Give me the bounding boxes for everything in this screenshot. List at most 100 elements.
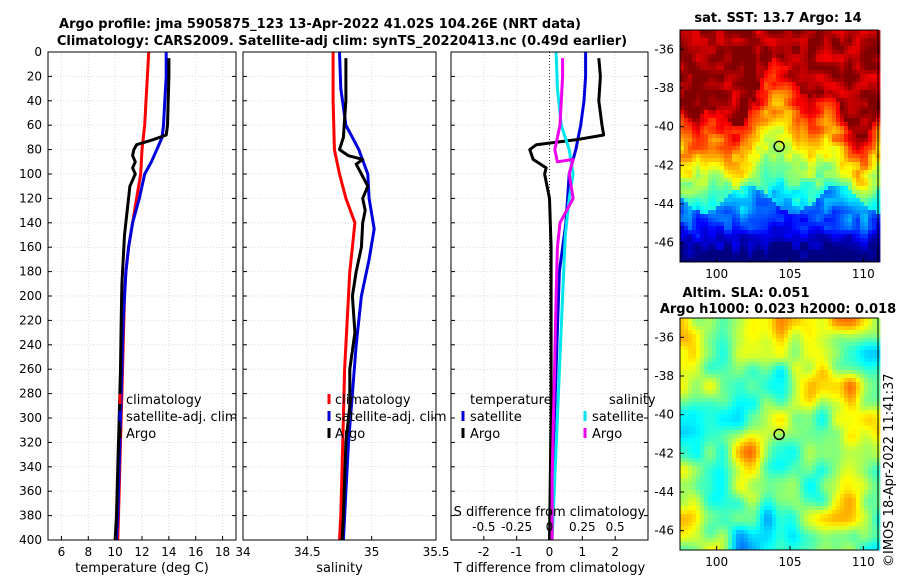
heatmap-cell [756,370,761,375]
series-line-argo [338,58,370,541]
heatmap-cell [680,222,685,227]
heatmap-cell [728,422,733,427]
heatmap-cell [744,346,749,351]
heatmap-cell [868,134,873,139]
heatmap-cell [828,350,833,355]
heatmap-cell [828,114,833,119]
heatmap-cell [736,226,741,231]
heatmap-cell [700,138,705,143]
heatmap-cell [868,246,873,251]
heatmap-cell [744,94,749,99]
series-line-climatology [331,52,357,541]
heatmap-cell [796,230,801,235]
heatmap-cell [688,206,693,211]
heatmap-cell [744,146,749,151]
heatmap-cell [844,362,849,367]
heatmap-cell [692,446,697,451]
heatmap-cell [680,378,685,383]
heatmap-cell [828,94,833,99]
heatmap-cell [760,386,765,391]
heatmap-cell [712,406,717,411]
heatmap-cell [768,30,773,35]
heatmap-cell [836,250,841,255]
heatmap-cell [772,378,777,383]
heatmap-cell [744,382,749,387]
heatmap-cell [692,330,697,335]
heatmap-cell [872,218,877,223]
heatmap-cell [820,130,825,135]
heatmap-cell [736,154,741,159]
heatmap-cell [828,438,833,443]
heatmap-cell [720,350,725,355]
heatmap-cell [716,214,721,219]
heatmap-cell [724,50,729,55]
heatmap-cell [696,370,701,375]
heatmap-cell [732,30,737,35]
heatmap-cell [720,194,725,199]
heatmap-cell [712,326,717,331]
heatmap-cell [700,438,705,443]
heatmap-cell [720,182,725,187]
heatmap-cell [864,218,869,223]
heatmap-cell [696,54,701,59]
heatmap-cell [796,118,801,123]
heatmap-cell [752,62,757,67]
heatmap-cell [848,378,853,383]
heatmap-cell [808,182,813,187]
heatmap-cell [824,386,829,391]
heatmap-cell [716,234,721,239]
heatmap-cell [700,66,705,71]
heatmap-cell [784,318,789,323]
heatmap-cell [708,126,713,131]
heatmap-cell [812,134,817,139]
heatmap-cell [832,198,837,203]
heatmap-cell [744,102,749,107]
heatmap-cell [840,354,845,359]
heatmap-cell [688,434,693,439]
heatmap-cell [724,126,729,131]
heatmap-cell [856,378,861,383]
heatmap-cell [728,394,733,399]
heatmap-cell [820,122,825,127]
heatmap-cell [748,258,753,263]
heatmap-cell [696,414,701,419]
heatmap-cell [844,30,849,35]
heatmap-cell [692,102,697,107]
heatmap-cell [852,94,857,99]
heatmap-cell [796,102,801,107]
heatmap-cell [760,106,765,111]
heatmap-cell [736,162,741,167]
heatmap-cell [792,330,797,335]
heatmap-cell [824,442,829,447]
heatmap-cell [712,402,717,407]
heatmap-cell [680,402,685,407]
heatmap-cell [768,138,773,143]
heatmap-cell [796,30,801,35]
heatmap-cell [736,82,741,87]
heatmap-cell [872,214,877,219]
heatmap-cell [708,122,713,127]
heatmap-cell [872,202,877,207]
heatmap-cell [792,346,797,351]
heatmap-cell [768,206,773,211]
heatmap-cell [856,162,861,167]
heatmap-cell [788,342,793,347]
heatmap-cell [856,258,861,263]
x-tick-label: 0 [546,545,554,559]
heatmap-cell [856,158,861,163]
heatmap-cell [736,202,741,207]
heatmap-cell [712,154,717,159]
heatmap-cell [844,86,849,91]
heatmap-cell [848,134,853,139]
heatmap-cell [680,394,685,399]
heatmap-cell [828,370,833,375]
heatmap-cell [728,210,733,215]
heatmap-cell [864,366,869,371]
heatmap-cell [788,322,793,327]
heatmap-cell [732,82,737,87]
heatmap-cell [680,38,685,43]
heatmap-cell [752,246,757,251]
heatmap-cell [760,210,765,215]
y-tick-label: 200 [19,289,42,303]
heatmap-cell [828,158,833,163]
